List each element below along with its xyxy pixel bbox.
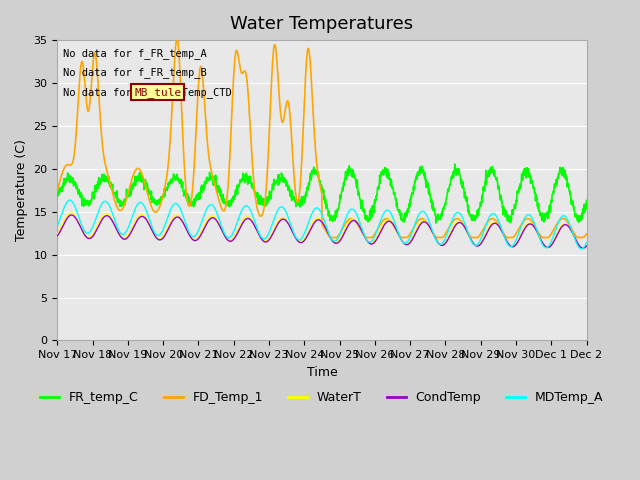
Text: No data for f_FR_temp_A: No data for f_FR_temp_A	[63, 48, 207, 59]
Text: No data for f_FR_temp_B: No data for f_FR_temp_B	[63, 67, 207, 78]
Text: No data for f_WaterTemp_CTD: No data for f_WaterTemp_CTD	[63, 87, 232, 97]
Legend: FR_temp_C, FD_Temp_1, WaterT, CondTemp, MDTemp_A: FR_temp_C, FD_Temp_1, WaterT, CondTemp, …	[35, 386, 609, 409]
Y-axis label: Temperature (C): Temperature (C)	[15, 139, 28, 241]
X-axis label: Time: Time	[307, 366, 337, 379]
Title: Water Temperatures: Water Temperatures	[230, 15, 413, 33]
Text: MB_tule: MB_tule	[134, 87, 181, 97]
